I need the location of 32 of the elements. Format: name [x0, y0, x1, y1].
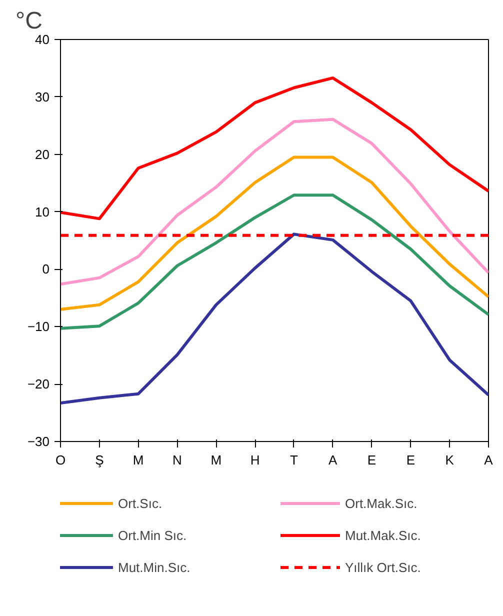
- x-tick-label: M: [210, 452, 222, 468]
- legend-label: Ort.Min Sıc.: [118, 528, 188, 542]
- y-tick-label: 0: [42, 262, 50, 277]
- x-tick-label: K: [445, 452, 454, 468]
- x-tick-label: N: [172, 452, 182, 468]
- legend-label: Mut.Mak.Sıc.: [345, 528, 422, 542]
- y-tick-label: 10: [35, 204, 50, 220]
- y-tick-label: −30: [27, 434, 50, 449]
- line-series: [60, 194, 488, 330]
- legend-label: Yıllık Ort.Sıc.: [345, 560, 422, 574]
- x-tick-label: T: [290, 452, 298, 468]
- legend-label: Ort.Sıc.: [118, 496, 164, 510]
- y-tick-label: −10: [27, 319, 50, 334]
- x-tick-label: O: [55, 452, 66, 468]
- line-series: [60, 232, 488, 405]
- x-tick-label: E: [406, 452, 416, 468]
- x-tick-label: E: [367, 452, 376, 468]
- legend-label: Mut.Min.Sıc.: [118, 560, 192, 574]
- y-tick-label: 20: [35, 146, 50, 162]
- x-tick-label: H: [250, 452, 260, 468]
- y-axis-title: °C: [16, 8, 42, 34]
- line-series: [60, 118, 488, 286]
- legend-label: Ort.Mak.Sıc.: [345, 496, 418, 510]
- y-tick-label: −20: [27, 376, 50, 392]
- x-tick-label: Ş: [95, 452, 104, 468]
- x-tick-label: A: [328, 452, 338, 468]
- x-tick-label: M: [132, 452, 144, 468]
- y-tick-label: 30: [35, 89, 50, 104]
- line-series: [60, 156, 488, 311]
- x-tick-label: A: [484, 452, 494, 468]
- y-tick-label: 40: [35, 32, 50, 47]
- line-series: [60, 76, 488, 220]
